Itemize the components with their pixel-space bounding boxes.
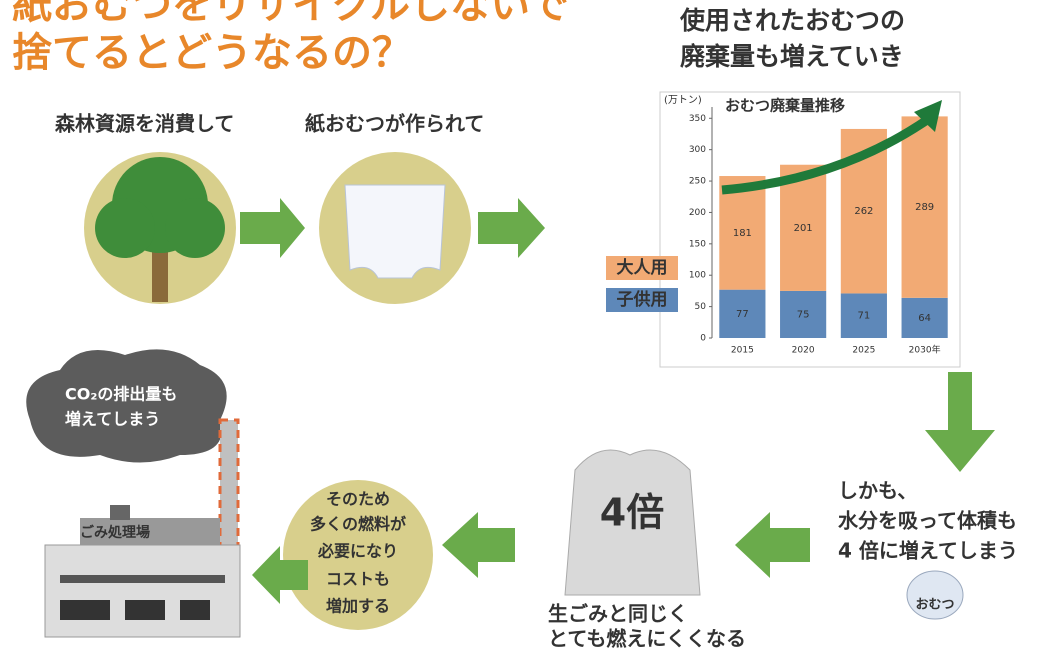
arrow	[240, 198, 305, 258]
y-tick-label: 100	[689, 271, 706, 281]
value-label: 262	[854, 206, 873, 217]
value-label: 71	[858, 311, 871, 322]
icon-label: おむつ	[915, 598, 954, 613]
value-label: 289	[915, 202, 934, 213]
y-tick-label: 350	[689, 114, 706, 124]
arrow	[478, 198, 545, 258]
arrow	[925, 372, 995, 472]
step-label: 森林資源を消費して	[55, 112, 234, 136]
value-label: 201	[794, 223, 813, 234]
value-label: 75	[797, 309, 810, 320]
axis-unit: (万トン)	[664, 95, 702, 106]
plant-vent	[110, 505, 130, 520]
cloud-text: 増えてしまう	[65, 410, 160, 429]
y-tick-label: 250	[689, 177, 706, 187]
bag-label: 4倍	[600, 491, 664, 535]
infographic: 紙おむつをリサイクルしないで 捨てるとどうなるの？ 森林資源を消費して 紙おむつ…	[0, 0, 1063, 652]
legend-label: 大人用	[617, 257, 668, 278]
step-label: 増加する	[326, 597, 390, 616]
title-line: 紙おむつをリサイクルしないで	[12, 0, 569, 28]
tree-crown	[95, 198, 155, 258]
title-line: 捨てるとどうなるの？	[12, 29, 412, 76]
plant-body	[45, 545, 240, 637]
y-tick-label: 200	[689, 208, 706, 218]
x-tick-label: 2025	[852, 346, 875, 356]
plant-window	[60, 575, 225, 583]
plant-window	[180, 600, 210, 620]
step-label: とても燃えにくくなる	[548, 627, 746, 651]
cloud-text: CO₂の排出量も	[65, 385, 177, 404]
value-label: 77	[736, 309, 749, 320]
tree-crown	[165, 198, 225, 258]
plant-window	[125, 600, 165, 620]
step-label: コストも	[326, 570, 390, 589]
plant-label: ごみ処理場	[80, 524, 150, 541]
x-tick-label: 2015	[731, 346, 754, 356]
step-label: 多くの燃料が	[310, 515, 406, 534]
plant-window	[60, 600, 110, 620]
y-tick-label: 50	[695, 302, 707, 312]
arrow	[442, 512, 515, 578]
step-label: 4 倍に増えてしまう	[838, 539, 1018, 563]
chart-title: おむつ廃棄量推移	[725, 97, 845, 115]
x-tick-label: 2020	[792, 346, 815, 356]
value-label: 181	[733, 228, 752, 239]
smoke-cloud	[26, 349, 226, 462]
step-label: 生ごみと同じく	[548, 602, 688, 626]
y-tick-label: 300	[689, 145, 706, 155]
y-tick-label: 0	[700, 334, 706, 344]
step-label: 紙おむつが作られて	[305, 112, 484, 136]
step-label: そのため	[326, 490, 390, 509]
step-label: 使用されたおむつの	[679, 6, 905, 35]
y-tick-label: 150	[689, 239, 706, 249]
page: 紙おむつをリサイクルしないで 捨てるとどうなるの？ 森林資源を消費して 紙おむつ…	[0, 0, 1063, 652]
legend-label: 子供用	[617, 289, 668, 310]
step-label: 必要になり	[317, 542, 398, 561]
x-tick-label: 2030年	[909, 344, 941, 356]
step-label: 廃棄量も増えていき	[680, 42, 904, 71]
step-label: 水分を吸って体積も	[838, 509, 1017, 533]
diaper-icon	[345, 185, 445, 278]
value-label: 64	[918, 313, 931, 324]
arrow	[735, 512, 810, 578]
step-label: しかも、	[838, 479, 917, 503]
